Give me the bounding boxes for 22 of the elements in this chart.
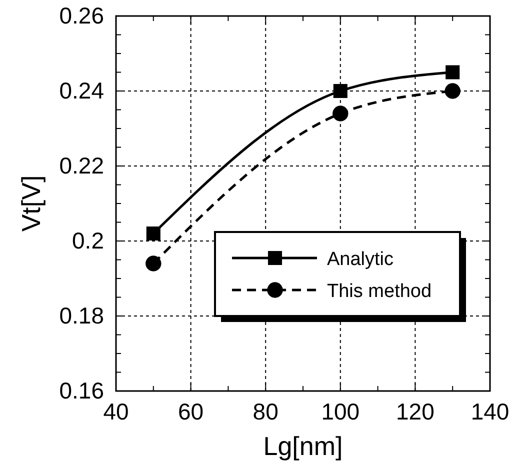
x-tick-label: 100 bbox=[321, 398, 360, 424]
legend-label: This method bbox=[327, 281, 432, 302]
x-tick-label: 140 bbox=[470, 398, 510, 424]
point bbox=[332, 106, 348, 122]
y-tick-label: 0.2 bbox=[72, 227, 104, 254]
y-tick-label: 0.24 bbox=[59, 77, 104, 104]
point bbox=[446, 65, 460, 80]
y-tick-label: 0.22 bbox=[59, 152, 104, 178]
x-tick-label: 120 bbox=[396, 398, 434, 424]
x-tick-label: 80 bbox=[252, 398, 278, 424]
y-tick-label: 0.16 bbox=[59, 377, 104, 404]
y-axis-title: Vt[V] bbox=[16, 175, 46, 232]
y-tick-label: 0.26 bbox=[59, 2, 104, 28]
legend-label: Analytic bbox=[327, 249, 394, 270]
x-axis-title: Lg[nm] bbox=[263, 431, 343, 461]
y-tick-label: 0.18 bbox=[59, 302, 104, 328]
point bbox=[333, 84, 348, 98]
point bbox=[444, 83, 460, 99]
x-tick-label: 60 bbox=[178, 398, 204, 424]
x-tick-label: 40 bbox=[103, 398, 129, 424]
point bbox=[146, 226, 160, 241]
point bbox=[146, 256, 162, 272]
